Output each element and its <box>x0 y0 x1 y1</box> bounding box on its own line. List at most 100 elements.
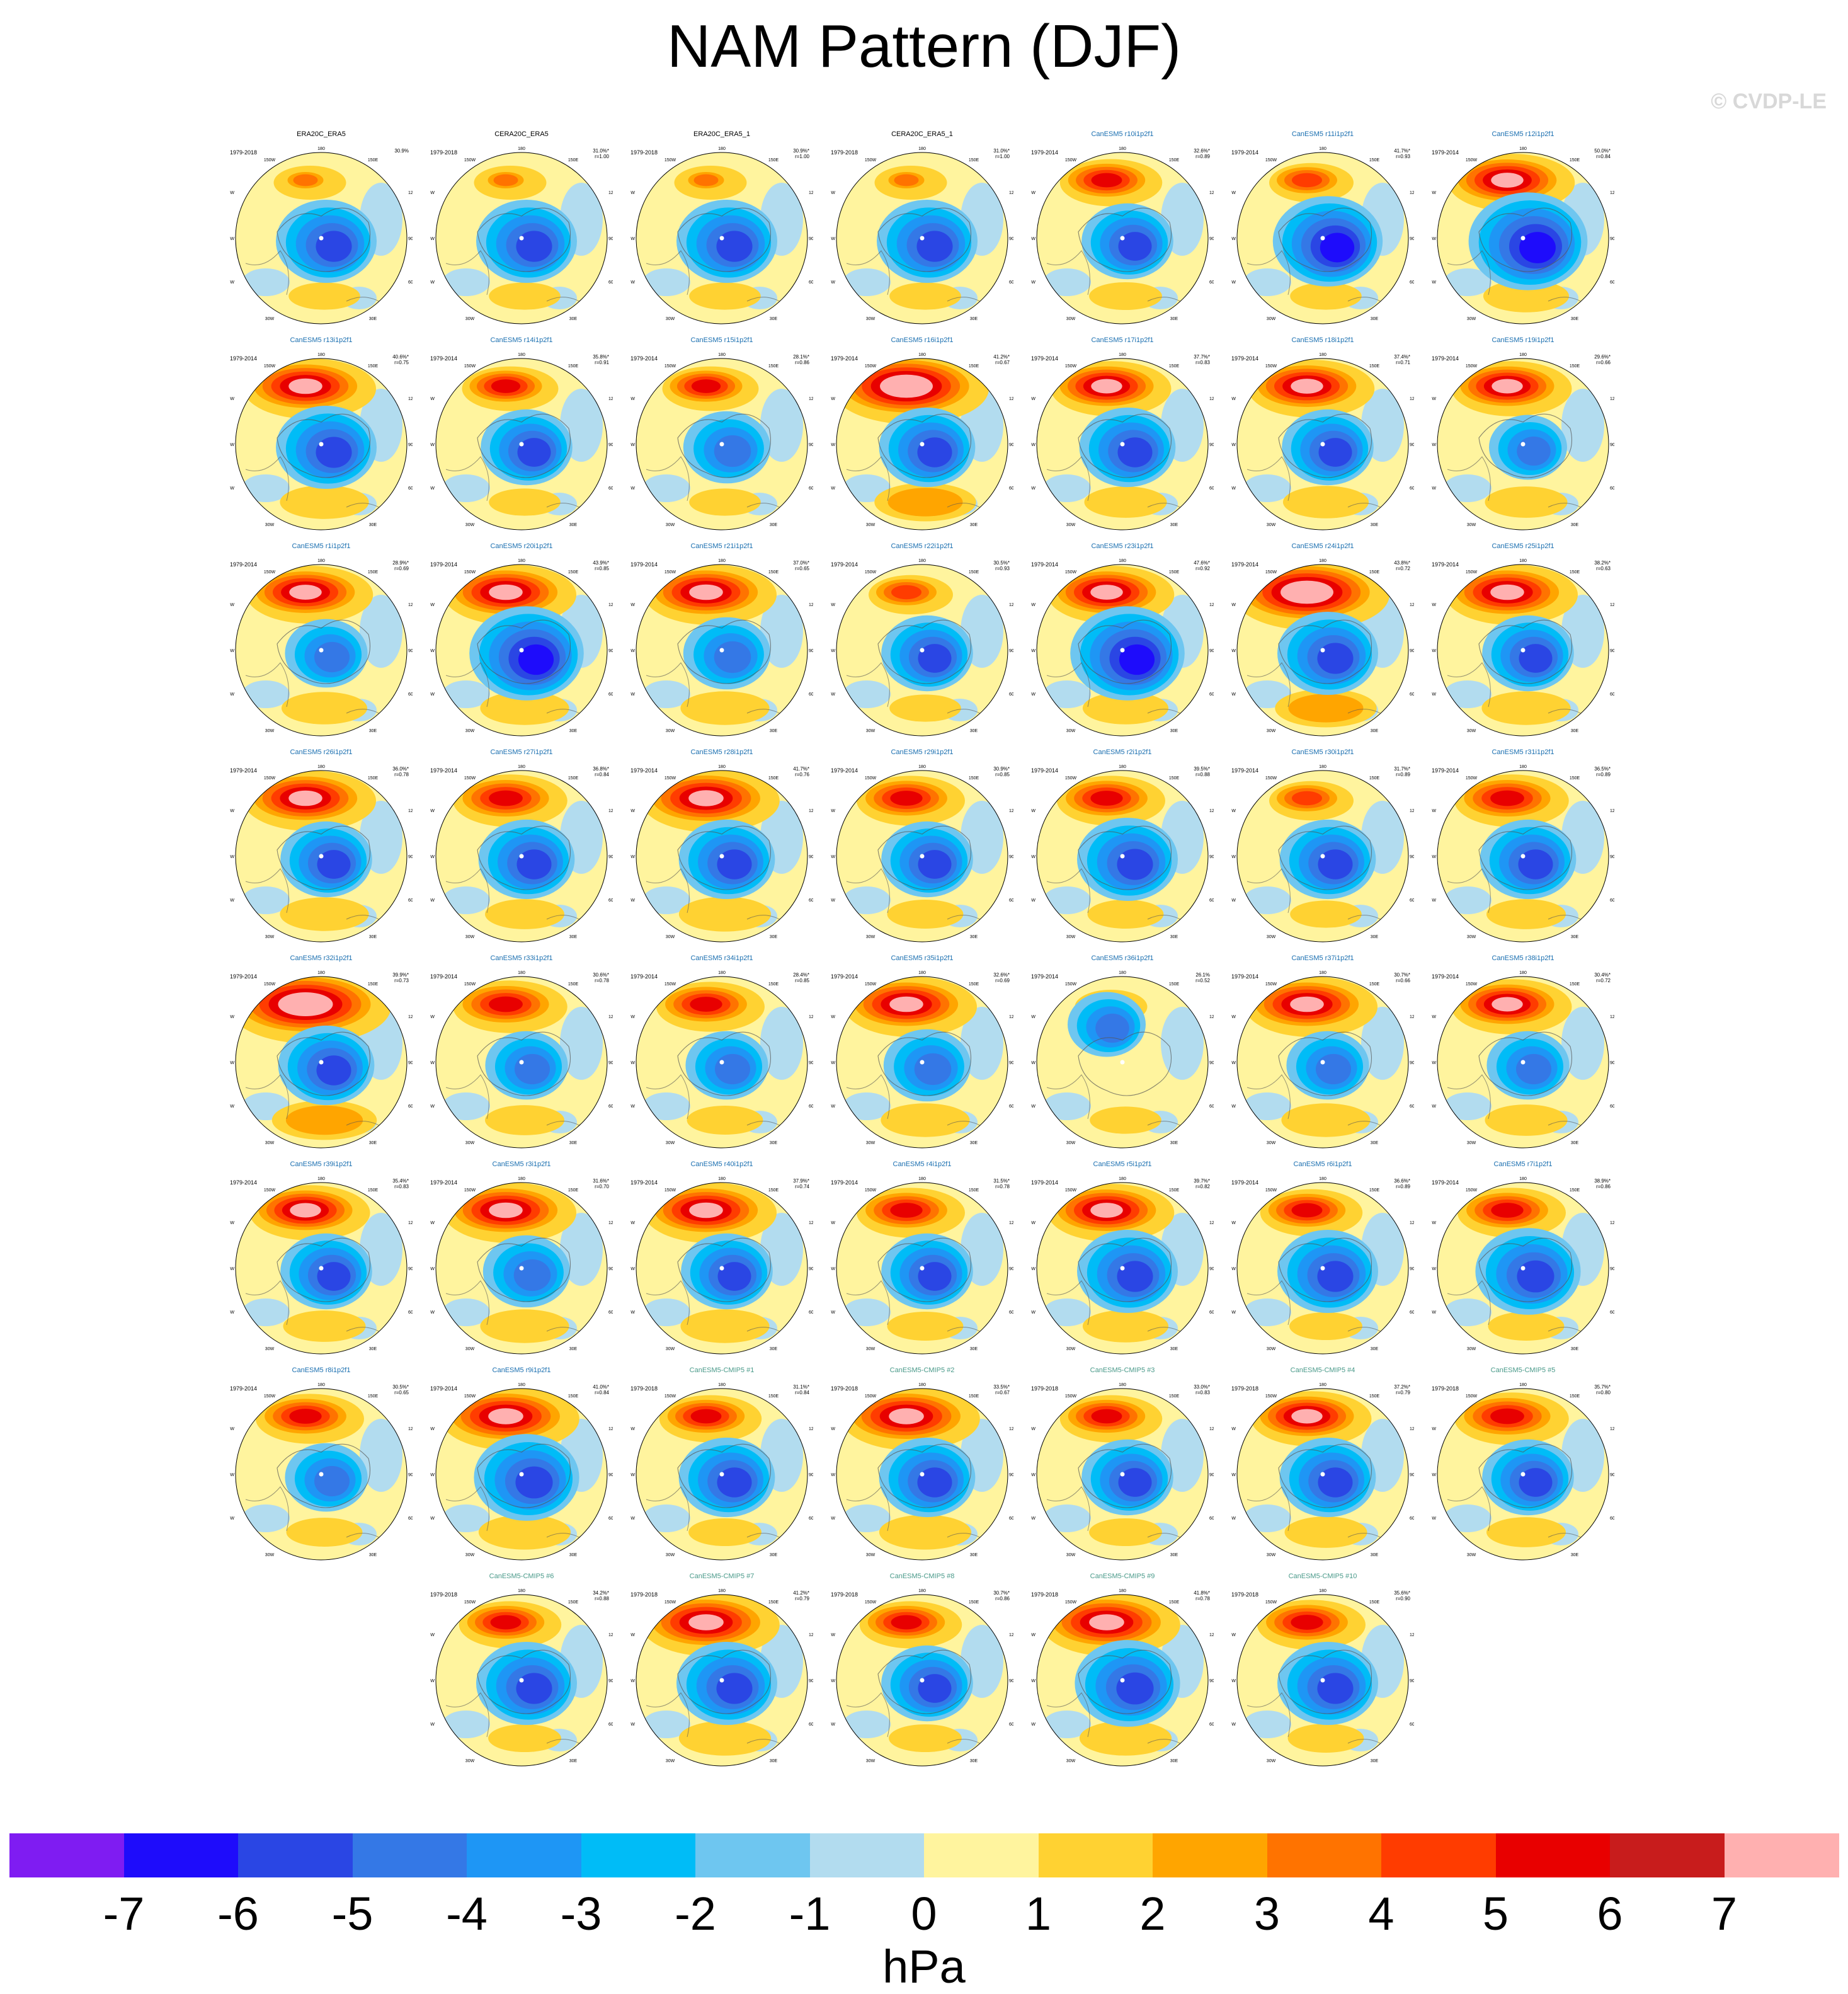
longitude-label: 180 <box>1119 147 1126 151</box>
longitude-label: 60W <box>831 1310 835 1315</box>
longitude-label: 90W <box>1231 1267 1236 1271</box>
longitude-label: 90E <box>408 649 413 653</box>
longitude-label: 60E <box>608 1516 613 1521</box>
longitude-label: 60E <box>408 692 413 697</box>
longitude-label: 150E <box>1570 364 1580 369</box>
longitude-label: 150E <box>1169 982 1180 987</box>
longitude-label: 90E <box>1610 237 1614 241</box>
longitude-label: 120E <box>1009 809 1013 813</box>
longitude-label: 120E <box>809 1221 813 1225</box>
longitude-label: 60E <box>1410 692 1414 697</box>
longitude-label: 150W <box>1065 364 1077 369</box>
longitude-label: 120W <box>1031 1427 1035 1431</box>
longitude-label: 180 <box>317 559 325 563</box>
map-panel: CanESM5 r7i1p2f1 1979-2014 38.9%* r=0.86 180… <box>1432 1160 1614 1359</box>
longitude-label: 90W <box>1031 1679 1035 1683</box>
longitude-label: 120W <box>1031 1015 1035 1019</box>
longitude-label: 60E <box>1610 1516 1614 1521</box>
panel-title: CanESM5 r22i1p2f1 <box>891 542 954 550</box>
panel-period: 1979-2018 <box>1432 1385 1459 1392</box>
longitude-label: 120E <box>408 397 413 401</box>
panel-variance-pct: 39.5%* <box>1194 766 1210 772</box>
longitude-label: 30W <box>1066 1141 1076 1145</box>
longitude-label: 60W <box>1432 486 1436 491</box>
longitude-label: 150E <box>1169 1600 1180 1605</box>
longitude-label: 150E <box>768 364 779 369</box>
longitude-label: 120E <box>1610 397 1614 401</box>
longitude-label: 30W <box>1467 1347 1476 1351</box>
longitude-label: 150W <box>1265 1394 1277 1399</box>
longitude-label: 30E <box>369 1347 377 1351</box>
longitude-label: 150E <box>1169 570 1180 575</box>
longitude-label: 30W <box>465 935 475 939</box>
longitude-label: 120E <box>809 1015 813 1019</box>
panel-period: 1979-2018 <box>630 1591 658 1598</box>
longitude-label: 30E <box>569 523 578 527</box>
polar-map: 180150W150E120W120E90W90E60W60E30W30E0 <box>1031 147 1214 324</box>
longitude-label: 90E <box>1009 443 1013 447</box>
longitude-label: 60E <box>608 280 613 285</box>
longitude-label: 60W <box>430 1516 435 1521</box>
longitude-label: 90W <box>1432 443 1436 447</box>
longitude-label: 120W <box>1432 1015 1436 1019</box>
longitude-label: 30W <box>465 1141 475 1145</box>
colorbar-tick-label: 6 <box>1597 1888 1623 1940</box>
longitude-label: 30E <box>569 935 578 939</box>
longitude-label: 30W <box>1267 317 1276 321</box>
panel-title: CanESM5 r11i1p2f1 <box>1291 130 1354 138</box>
longitude-label: 30E <box>770 317 778 321</box>
longitude-label: 120E <box>608 1427 613 1431</box>
longitude-label: 180 <box>1319 1177 1326 1181</box>
polar-map: 180150W150E120W120E90W90E60W60E30W30E0 <box>630 971 813 1149</box>
longitude-label: 150E <box>969 776 979 781</box>
longitude-label: 30E <box>1170 729 1178 733</box>
panel-variance-pct: 31.6%* <box>593 1178 609 1184</box>
longitude-label: 150W <box>1065 776 1077 781</box>
longitude-label: 150W <box>664 570 676 575</box>
panel-variance-pct: 32.6%* <box>1194 148 1210 154</box>
longitude-label: 90E <box>408 237 413 241</box>
panel-title: CanESM5 r14i1p2f1 <box>490 336 553 344</box>
longitude-label: 150W <box>464 1394 476 1399</box>
longitude-label: 30E <box>1571 523 1579 527</box>
longitude-label: 180 <box>718 1589 726 1593</box>
panel-pattern-correlation: r=0.89 <box>1596 772 1611 777</box>
longitude-label: 60E <box>608 1104 613 1109</box>
longitude-label: 90E <box>1410 237 1414 241</box>
panel-stats: 30.7%* r=0.86 <box>993 1590 1010 1602</box>
longitude-label: 120W <box>230 191 234 195</box>
colorbar-cell <box>1153 1833 1267 1877</box>
longitude-label: 180 <box>918 1589 926 1593</box>
longitude-label: 150W <box>865 570 877 575</box>
longitude-label: 60E <box>1410 486 1414 491</box>
longitude-label: 60W <box>1231 692 1236 697</box>
panel-period: 1979-2018 <box>831 1385 858 1392</box>
panel-pattern-correlation: r=0.88 <box>595 1596 609 1602</box>
longitude-label: 90W <box>630 1679 635 1683</box>
panel-stats: 43.9%* r=0.85 <box>593 560 609 571</box>
longitude-label: 150W <box>1466 158 1478 163</box>
panel-stats: 36.8%* r=0.84 <box>593 766 609 777</box>
colorbar-cell <box>809 1833 925 1877</box>
longitude-label: 30E <box>369 317 377 321</box>
longitude-label: 120E <box>1410 603 1414 607</box>
panel-title: CanESM5-CMIP5 #10 <box>1288 1573 1357 1580</box>
panel-variance-pct: 36.5%* <box>1594 766 1611 772</box>
panel-stats: 33.0%* r=0.83 <box>1194 1384 1210 1395</box>
panel-title: CanESM5-CMIP5 #2 <box>889 1367 955 1374</box>
polar-map: 180150W150E120W120E90W90E60W60E30W30E0 <box>1231 1177 1414 1355</box>
panel-stats: 30.9%* r=0.85 <box>993 766 1010 777</box>
panel-pattern-correlation: r=0.66 <box>1396 978 1410 983</box>
panel-title: CanESM5 r24i1p2f1 <box>1291 542 1354 550</box>
longitude-label: 90E <box>608 237 613 241</box>
longitude-label: 60E <box>1610 280 1614 285</box>
longitude-label: 30E <box>770 523 778 527</box>
longitude-label: 90E <box>1209 1267 1214 1271</box>
colorbar-tick-label: -3 <box>560 1888 602 1940</box>
map-panel: CanESM5 r10i1p2f1 1979-2014 32.6%* r=0.89 18… <box>1031 130 1214 329</box>
longitude-label: 180 <box>1119 971 1126 975</box>
longitude-label: 60E <box>1009 1104 1013 1109</box>
panel-pattern-correlation: r=0.93 <box>1396 154 1410 159</box>
map-panel: CanESM5 r5i1p2f1 1979-2014 39.7%* r=0.82 180… <box>1031 1160 1214 1359</box>
panel-period: 1979-2014 <box>1231 767 1259 774</box>
